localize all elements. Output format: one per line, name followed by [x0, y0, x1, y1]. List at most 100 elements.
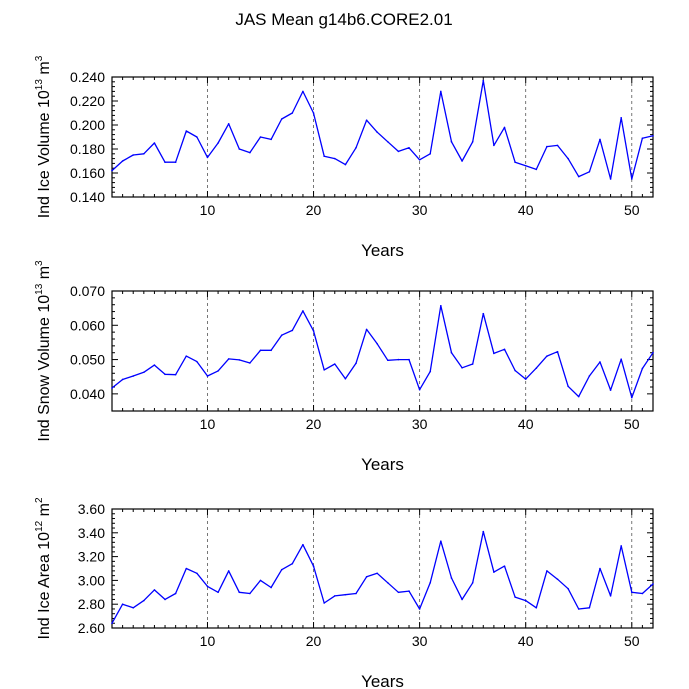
- panel-2-x-tick-label: 50: [624, 416, 640, 432]
- panel-1-data-point: [206, 156, 209, 159]
- panel-1-x-axis-label: Years: [361, 241, 404, 260]
- panel-1-data-point: [577, 175, 580, 178]
- panel-1-data-point: [461, 160, 463, 162]
- panel-3-data-point: [132, 606, 135, 609]
- panel-1-data-point: [376, 131, 378, 133]
- panel-2-data-point: [185, 355, 188, 357]
- panel-3-y-tick-label: 3.40: [78, 525, 105, 541]
- panel-2-data-point: [238, 359, 241, 361]
- panel-3-data-point: [312, 565, 315, 567]
- panel-2-data-point: [196, 360, 198, 363]
- panel-3-data-point: [450, 577, 453, 579]
- panel-1-data-point: [121, 160, 124, 162]
- panel-3-data-point: [387, 581, 389, 584]
- panel-3-y-tick-label: 3.60: [78, 501, 105, 517]
- panel-2-data-point: [270, 349, 272, 352]
- panel-1-data-point: [503, 126, 506, 129]
- panel-3-data-point: [397, 591, 400, 594]
- panel-2-data-point: [323, 369, 325, 371]
- panel-1-data-point: [153, 142, 156, 144]
- panel-3-data-point: [471, 581, 474, 584]
- panel-1-data-point: [111, 169, 113, 172]
- panel-2-data-point: [503, 348, 506, 351]
- panel-2-data-point: [535, 367, 538, 369]
- panel-2-data-point: [227, 358, 230, 360]
- panel-3-data-point: [503, 565, 506, 567]
- panel-1-data-point: [450, 141, 453, 143]
- panel-1-x-tick-label: 20: [306, 202, 322, 218]
- panel-1-data-point: [196, 136, 198, 138]
- panel-3-data-point: [121, 603, 124, 605]
- panel-3-x-tick-label: 30: [412, 633, 428, 649]
- panel-1-data-point: [280, 118, 283, 120]
- panel-2-data-point: [376, 343, 378, 345]
- panel-1-data-point: [546, 145, 548, 148]
- panel-3-data-point: [174, 592, 177, 595]
- panel-3-x-axis-label: Years: [361, 672, 404, 689]
- panel-1-data-point: [535, 168, 538, 171]
- chart-title: JAS Mean g14b6.CORE2.01: [235, 10, 452, 29]
- panel-2-data-point: [333, 363, 336, 365]
- panel-1-data-point: [429, 153, 432, 155]
- panel-2-data-point: [641, 367, 644, 370]
- panel-2-data-point: [153, 364, 156, 366]
- panel-2-data-point: [652, 351, 654, 354]
- panel-1-data-point: [333, 157, 336, 160]
- panel-2-x-tick-label: 20: [306, 416, 322, 432]
- panel-1-data-point: [524, 165, 527, 167]
- panel-2-y-tick-label: 0.050: [70, 352, 105, 368]
- panel-2-data-point: [280, 334, 283, 337]
- panel-1-y-tick-label: 0.160: [70, 165, 105, 181]
- panel-3-data-point: [514, 596, 516, 598]
- panel-3-y-tick-label: 2.60: [78, 620, 105, 636]
- panel-2-data-point: [620, 358, 622, 361]
- panel-2-y-axis-label: Ind Snow Volume 1013 m3: [34, 260, 53, 442]
- panel-1-data-point: [217, 142, 219, 144]
- panel-2-data-point: [524, 378, 527, 380]
- panel-2-data-point: [217, 370, 219, 372]
- panel-1-y-tick-label: 0.220: [70, 93, 105, 109]
- panel-3-data-point: [143, 599, 145, 602]
- panel-2-data-point: [599, 361, 601, 363]
- panel-1-data-point: [270, 138, 272, 141]
- panel-1-data-point: [238, 148, 241, 150]
- panel-2-data-point: [259, 349, 262, 352]
- panel-1-y-tick-label: 0.240: [70, 69, 105, 85]
- panel-3-data-point: [291, 562, 294, 565]
- panel-2-data-point: [174, 373, 177, 376]
- panel-3-data-point: [577, 608, 580, 610]
- panel-2-x-tick-label: 10: [200, 416, 216, 432]
- panel-1-x-tick-label: 50: [624, 202, 640, 218]
- panel-2-data-point: [493, 352, 495, 355]
- panel-1-data-point: [630, 178, 633, 180]
- panel-2-data-point: [249, 362, 251, 364]
- panel-2-data-point: [461, 367, 463, 369]
- panel-3-data-point: [546, 570, 548, 572]
- panel-3-y-tick-label: 3.20: [78, 549, 105, 565]
- panel-2-data-point: [111, 387, 113, 389]
- panel-3-data-point: [493, 571, 495, 573]
- panel-3-data-point: [652, 583, 654, 585]
- panel-2-data-point: [344, 377, 347, 380]
- panel-2-data-point: [482, 312, 485, 315]
- panel-2-data-point: [397, 358, 400, 361]
- panel-2-data-point: [429, 370, 432, 373]
- panel-1-data-point: [312, 112, 315, 114]
- panel-3-data-point: [461, 598, 463, 601]
- panel-2-x-tick-label: 30: [412, 416, 428, 432]
- panel-3-data-point: [429, 581, 432, 584]
- panel-1-x-tick-label: 40: [518, 202, 534, 218]
- panel-1-y-axis-label: Ind Ice Volume 1013 m3: [34, 55, 53, 218]
- panel-1-y-tick-label: 0.200: [70, 117, 105, 133]
- panel-2-data-point: [418, 388, 421, 391]
- panel-2-x-tick-label: 40: [518, 416, 534, 432]
- panel-1-data-point: [440, 90, 442, 93]
- panel-1-data-point: [227, 123, 230, 125]
- panel-1-data-point: [609, 178, 612, 180]
- panel-3-data-point: [196, 572, 198, 575]
- panel-1-data-point: [620, 117, 622, 119]
- panel-3-data-point: [164, 598, 166, 601]
- panel-3-data-point: [323, 602, 325, 604]
- panel-2-data-point: [132, 375, 135, 377]
